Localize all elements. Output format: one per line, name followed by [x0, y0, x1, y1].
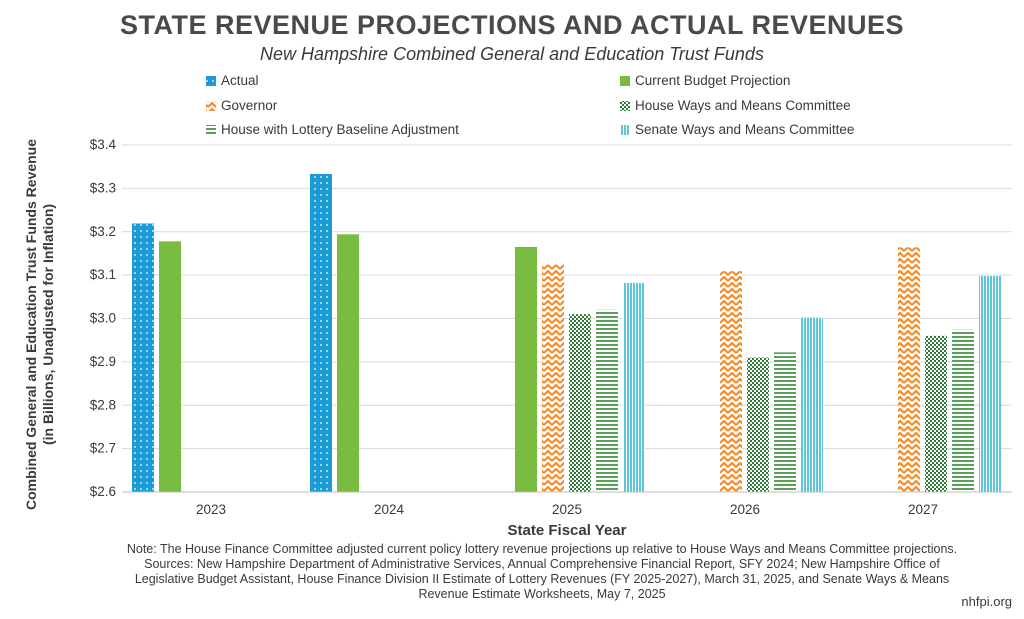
bar-chart: Actual Current Budget Projection Governor H…	[23, 73, 1012, 539]
legend-item: House Ways and Means Committee	[620, 98, 851, 113]
bar	[569, 314, 591, 492]
bar	[337, 234, 359, 493]
bar	[515, 246, 537, 492]
y-tick-label: $3.2	[90, 224, 116, 239]
x-tick-label: 2027	[908, 502, 938, 517]
bar	[774, 352, 796, 492]
y-tick-label: $3.1	[90, 267, 116, 282]
legend-swatch	[620, 76, 630, 86]
bar	[720, 271, 742, 492]
bar	[310, 174, 332, 492]
legend-swatch	[206, 125, 216, 135]
x-tick-label: 2025	[552, 502, 582, 517]
y-axis-subtitle: (in Billions, Unadjusted for Inflation)	[40, 204, 56, 445]
chart-title: STATE REVENUE PROJECTIONS AND ACTUAL REV…	[119, 10, 905, 40]
note-line: Note: The House Finance Committee adjust…	[126, 542, 958, 556]
y-tick-label: $3.0	[90, 311, 116, 326]
legend-item: Senate Ways and Means Committee	[620, 122, 854, 137]
bar	[596, 309, 618, 492]
y-tick-label: $2.8	[90, 397, 116, 412]
legend-label: Governor	[221, 98, 278, 113]
y-tick-label: $2.9	[90, 354, 116, 369]
legend-swatch	[620, 125, 630, 135]
legend-item: Actual	[206, 73, 259, 88]
legend-item: House with Lottery Baseline Adjustment	[206, 122, 459, 137]
legend-label: House Ways and Means Committee	[635, 98, 851, 113]
source-credit: nhfpi.org	[961, 594, 1012, 609]
x-tick-label: 2024	[374, 502, 405, 517]
axes: 2023 2024 2025 2026 2027 State Fiscal Year Com…	[23, 139, 1012, 539]
legend-swatch	[206, 101, 216, 111]
bar	[898, 247, 920, 492]
note-line: Revenue Estimate Worksheets, May 7, 2025	[418, 587, 666, 601]
chart-legend: Actual Current Budget Projection Governor H…	[206, 73, 854, 137]
x-tick-label: 2026	[730, 502, 760, 517]
chart-note: Note: The House Finance Committee adjust…	[40, 542, 1024, 602]
legend-label: Senate Ways and Means Committee	[635, 122, 854, 137]
y-tick-label: $2.7	[90, 441, 116, 456]
bars	[132, 174, 1001, 493]
bar	[747, 357, 769, 492]
bar	[132, 223, 154, 493]
chart-subtitle: New Hampshire Combined General and Educa…	[260, 44, 764, 64]
bar	[952, 329, 974, 492]
x-tick-label: 2023	[196, 502, 226, 517]
note-line: Legislative Budget Assistant, House Fina…	[134, 572, 950, 586]
bar	[542, 264, 564, 492]
bar	[925, 335, 947, 492]
note-line: Sources: New Hampshire Department of Adm…	[144, 557, 940, 571]
legend-swatch	[206, 76, 216, 86]
x-axis-title: State Fiscal Year	[508, 522, 627, 539]
legend-swatch	[620, 101, 630, 111]
legend-item: Governor	[206, 98, 278, 113]
bar	[159, 241, 181, 492]
y-tick-label: $3.3	[90, 180, 116, 195]
bar	[623, 282, 645, 492]
legend-label: Current Budget Projection	[635, 73, 790, 88]
legend-item: Current Budget Projection	[620, 73, 790, 88]
y-tick-label: $3.4	[90, 137, 117, 152]
bar	[979, 275, 1001, 492]
y-axis-title: Combined General and Education Trust Fun…	[23, 139, 39, 510]
y-tick-label: $2.6	[90, 484, 116, 499]
legend-label: Actual	[221, 73, 259, 88]
bar	[801, 317, 823, 492]
legend-label: House with Lottery Baseline Adjustment	[221, 122, 459, 137]
